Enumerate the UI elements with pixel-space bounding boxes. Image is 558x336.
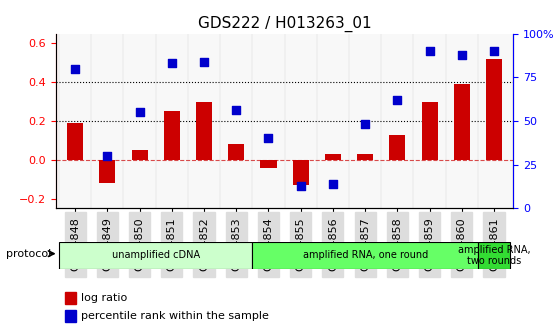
Bar <box>67 123 83 160</box>
Point <box>458 52 466 57</box>
Text: log ratio: log ratio <box>81 293 127 303</box>
Point <box>360 122 369 127</box>
Point <box>232 108 240 113</box>
Bar <box>421 101 437 160</box>
Text: protocol: protocol <box>6 249 51 259</box>
Point <box>103 153 112 159</box>
Bar <box>486 59 502 160</box>
Bar <box>389 134 406 160</box>
Bar <box>292 160 309 185</box>
Point <box>135 110 144 115</box>
Title: GDS222 / H013263_01: GDS222 / H013263_01 <box>198 16 372 32</box>
Point <box>393 97 402 103</box>
Bar <box>65 310 76 322</box>
Text: percentile rank within the sample: percentile rank within the sample <box>81 311 269 321</box>
Bar <box>196 101 212 160</box>
Bar <box>357 154 373 160</box>
Point <box>264 136 273 141</box>
Bar <box>132 150 148 160</box>
FancyBboxPatch shape <box>59 242 252 269</box>
Text: amplified RNA,
two rounds: amplified RNA, two rounds <box>458 245 530 266</box>
Point <box>71 66 80 71</box>
FancyBboxPatch shape <box>478 242 510 269</box>
Bar <box>163 111 180 160</box>
Point <box>425 48 434 54</box>
Bar <box>454 84 470 160</box>
Point <box>489 48 498 54</box>
FancyBboxPatch shape <box>252 242 478 269</box>
Bar <box>65 292 76 304</box>
Text: unamplified cDNA: unamplified cDNA <box>112 250 200 260</box>
Point <box>200 59 209 64</box>
Bar <box>99 160 116 183</box>
Point <box>167 60 176 66</box>
Bar <box>228 144 244 160</box>
Bar <box>261 160 277 168</box>
Text: amplified RNA, one round: amplified RNA, one round <box>302 250 428 260</box>
Point <box>329 181 338 186</box>
Bar <box>325 154 341 160</box>
Point <box>296 183 305 188</box>
